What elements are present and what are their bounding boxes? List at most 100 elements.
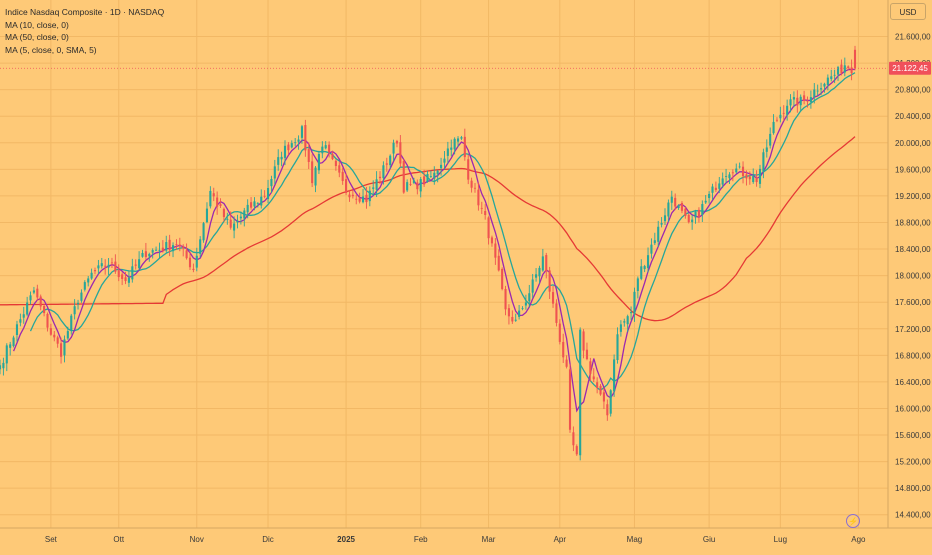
candle [287, 142, 290, 156]
candle [843, 57, 846, 77]
candle [205, 202, 209, 224]
candle [389, 154, 392, 169]
moving-averages [0, 68, 856, 413]
candle [250, 197, 253, 210]
ma50-line [0, 136, 856, 322]
candle [606, 399, 609, 421]
candle [83, 280, 86, 292]
candle [168, 234, 171, 257]
candle [148, 252, 151, 262]
candle [436, 169, 439, 183]
candle [853, 45, 857, 71]
candle [653, 232, 656, 246]
y-tick-label: 21.600,00 [895, 33, 931, 42]
candle [53, 331, 56, 342]
candle [117, 264, 120, 282]
candle [56, 335, 59, 348]
candle [840, 59, 843, 76]
symbol-title[interactable]: Indice Nasdaq Composite · 1D · NASDAQ [5, 7, 165, 17]
y-tick-label: 20.000,00 [895, 139, 931, 148]
candle [633, 287, 636, 322]
candle [43, 303, 46, 317]
candle [73, 299, 76, 320]
candle [87, 275, 90, 287]
candle [338, 161, 341, 178]
candle [216, 191, 219, 215]
indicator-ma10[interactable]: MA (10, close, 0) [5, 19, 69, 30]
candlesticks [0, 45, 888, 461]
candle [199, 236, 202, 258]
candle [36, 284, 39, 301]
candle [562, 333, 565, 363]
candle [731, 169, 734, 182]
candle [582, 329, 585, 359]
candle [551, 285, 555, 308]
candle [847, 65, 850, 71]
candle [382, 161, 385, 185]
y-tick-label: 17.200,00 [895, 325, 931, 334]
candle [674, 193, 677, 211]
candle [239, 211, 242, 225]
candle [755, 170, 758, 187]
candle [599, 383, 602, 396]
candle [368, 186, 371, 207]
candle [202, 221, 205, 243]
candle [677, 204, 680, 210]
candle [141, 249, 144, 258]
candle [76, 299, 80, 310]
last-price-label: 21.122,45 [889, 61, 931, 75]
candle [32, 286, 35, 295]
candle [443, 150, 446, 170]
candle [626, 314, 629, 333]
x-tick-label: Mar [482, 535, 496, 544]
candle [769, 127, 772, 149]
candle [473, 183, 477, 193]
candle [538, 265, 541, 284]
candle [307, 142, 310, 170]
candle [171, 242, 175, 258]
candle [830, 69, 833, 82]
lightning-icon[interactable]: ⚡ [846, 514, 860, 528]
candle [178, 237, 181, 252]
candle [321, 141, 324, 159]
candle [718, 176, 721, 194]
candle [446, 141, 449, 164]
candle [799, 94, 802, 112]
candle [504, 285, 507, 316]
candle [395, 139, 399, 148]
candle [826, 74, 829, 91]
candle [324, 141, 327, 150]
candle [290, 140, 293, 149]
candle [450, 139, 453, 157]
candle [528, 284, 531, 308]
candle [521, 306, 524, 311]
candle [782, 105, 785, 121]
currency-button[interactable]: USD [890, 3, 926, 20]
candle [273, 159, 276, 185]
x-tick-label: Lug [774, 535, 787, 544]
candle [63, 335, 66, 363]
candle [399, 135, 402, 168]
candle [233, 216, 236, 239]
indicator-ma50[interactable]: MA (50, close, 0) [5, 32, 69, 42]
candle [355, 194, 358, 205]
candle [813, 83, 816, 104]
candle [494, 238, 497, 265]
candle [70, 313, 73, 335]
x-tick-label: Feb [414, 535, 428, 544]
candle [623, 318, 626, 327]
candle [104, 259, 107, 275]
ma5-line [12, 68, 856, 413]
candle [501, 267, 504, 291]
candle [657, 220, 660, 248]
candle [786, 99, 789, 121]
candle [684, 206, 687, 219]
indicator-ma5[interactable]: MA (5, close, 0, SMA, 5) [5, 44, 97, 55]
candle [518, 304, 521, 320]
y-tick-label: 16.400,00 [895, 378, 931, 387]
candle [222, 207, 225, 222]
candle [545, 252, 548, 279]
candle [636, 276, 639, 299]
candle [619, 320, 622, 337]
